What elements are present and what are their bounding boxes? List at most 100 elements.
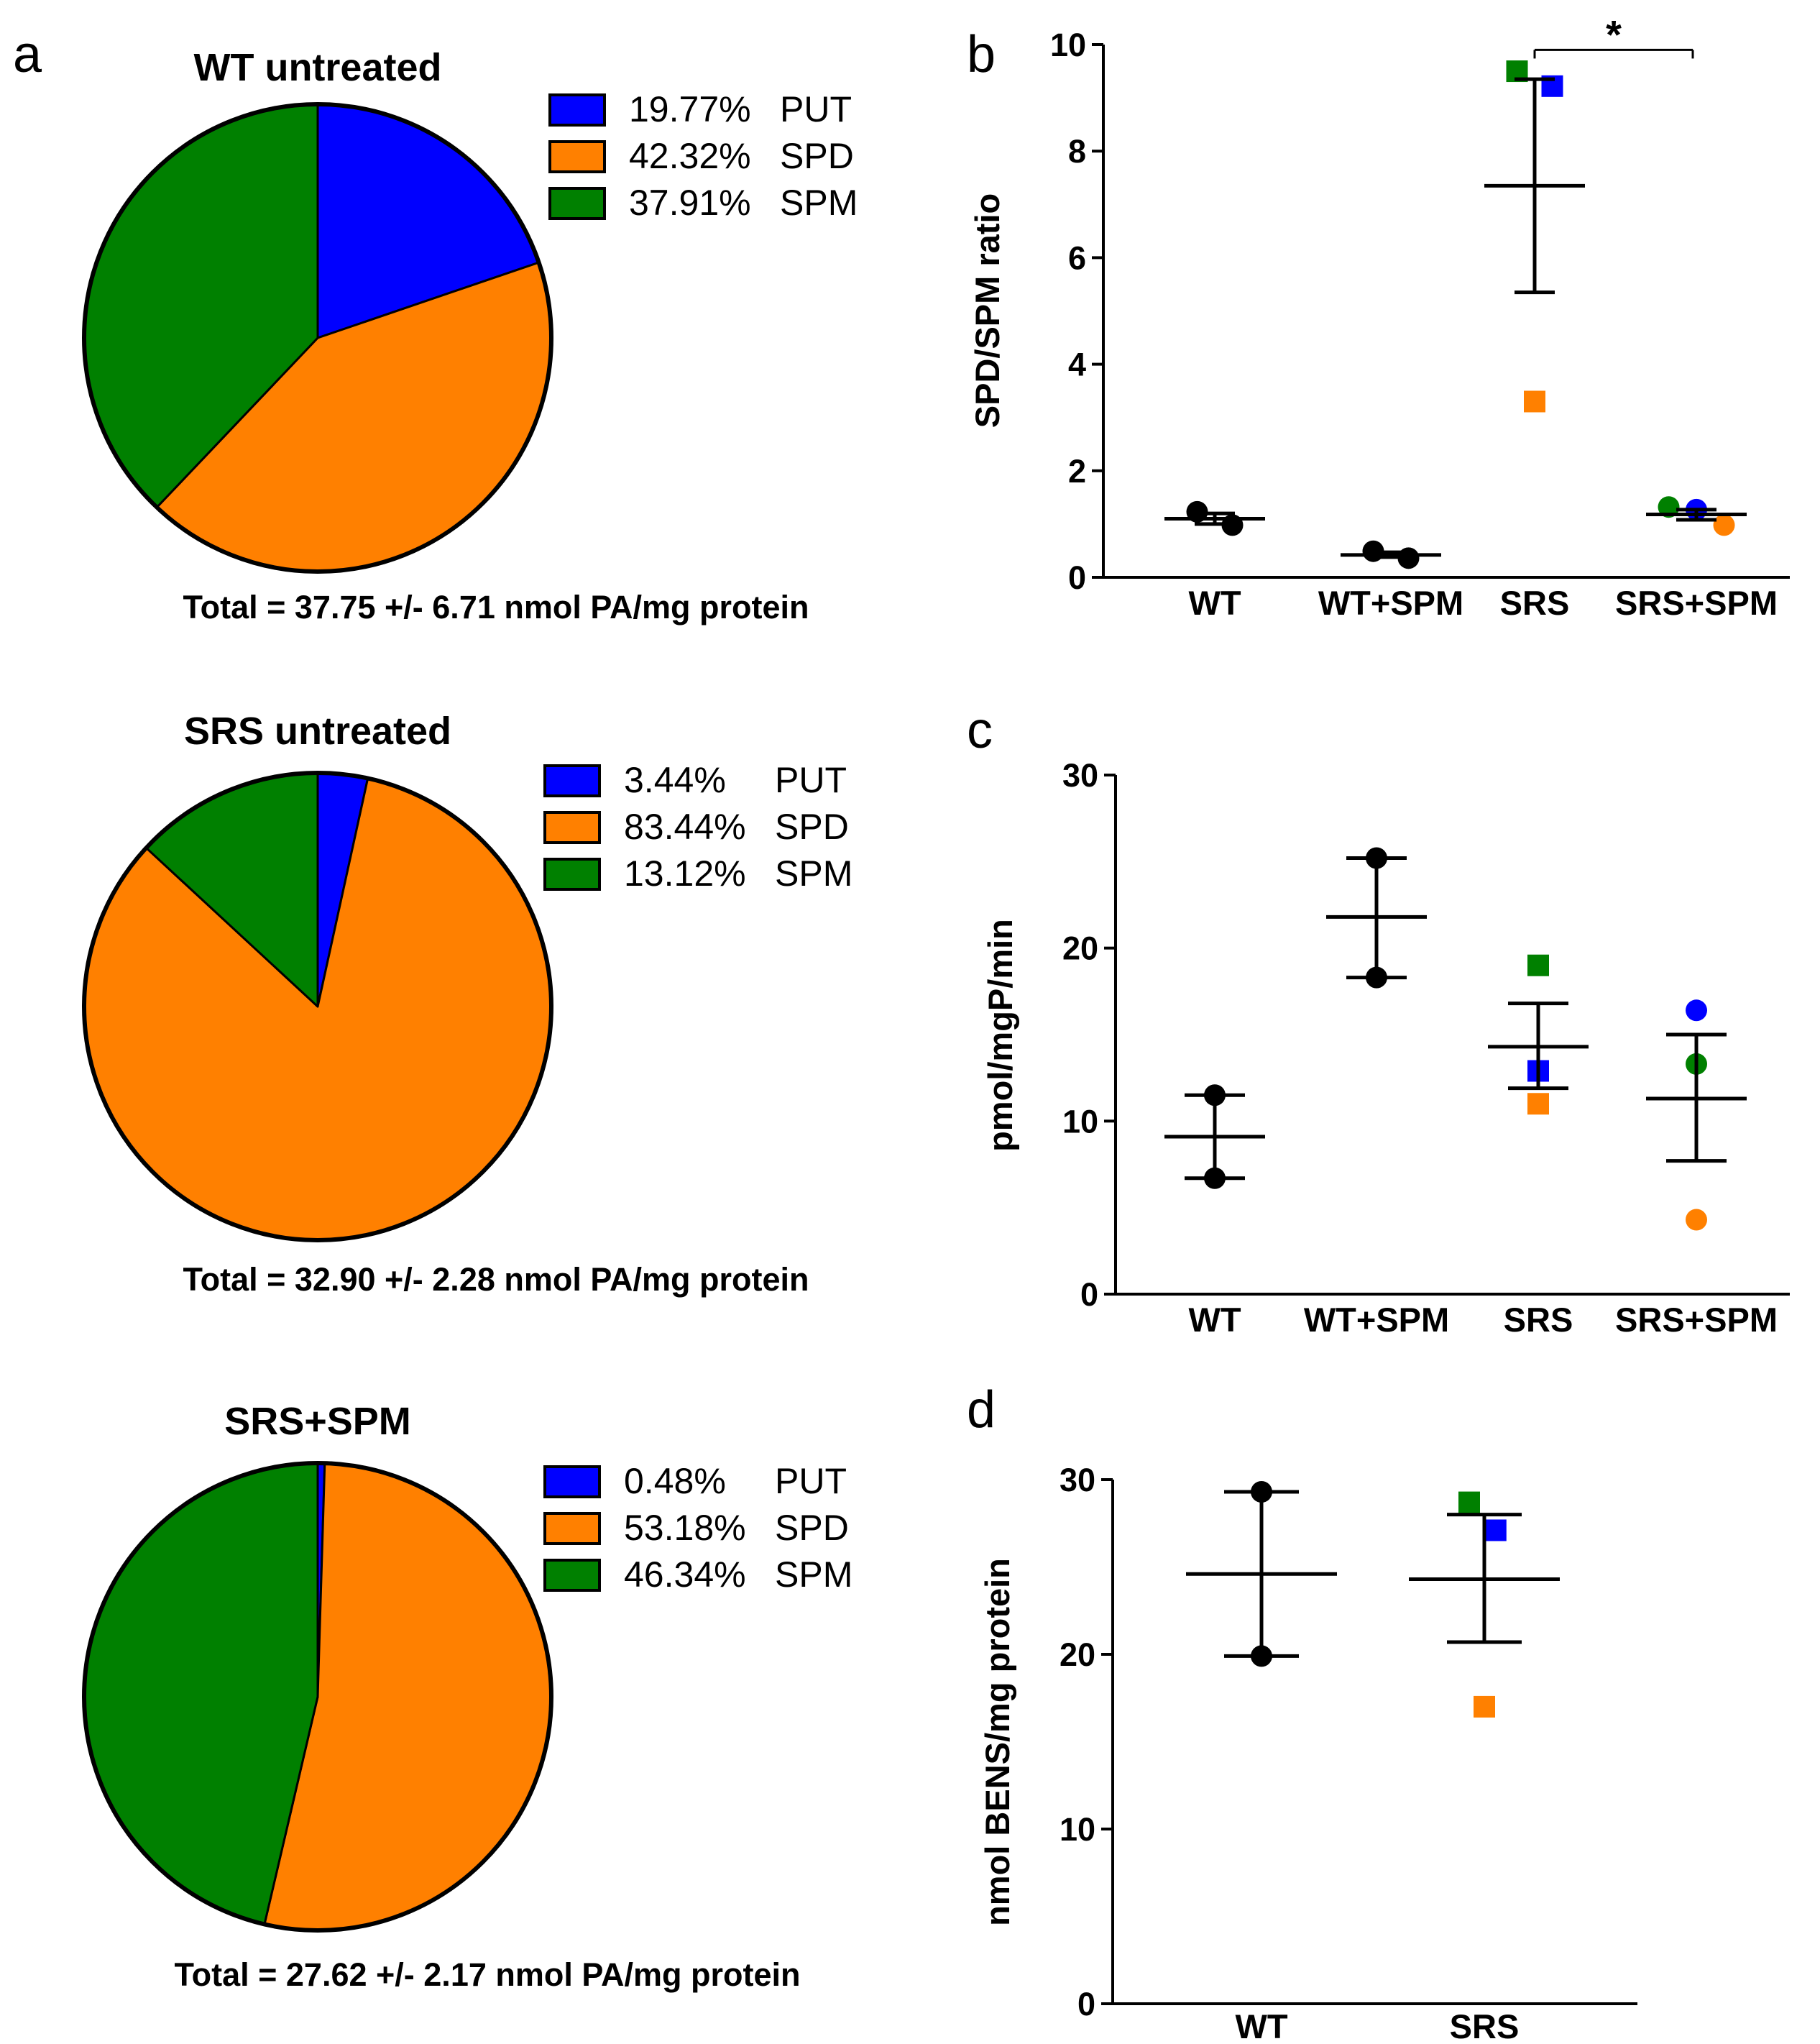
legend-swatch-spd [543, 811, 601, 844]
x-category-label: WT+SPM [1318, 584, 1463, 622]
data-point-circle [1686, 999, 1707, 1022]
y-tick-label: 0 [1077, 1986, 1095, 2022]
y-tick-label: 30 [1060, 1462, 1095, 1498]
y-tick-label: 2 [1068, 453, 1086, 490]
legend-swatch-spm [543, 1559, 601, 1592]
y-axis-label: pmol/mgP/min [981, 919, 1019, 1152]
data-group-3 [1488, 954, 1589, 1115]
pie-chart-1: WT untreated 19.77% PUT 42.32% SPD 37.91% SPM T… [82, 46, 858, 625]
pie-outline [82, 102, 553, 574]
dot-plot-d: 0 10 20 30 nmol BENS/mg protein WT SRS [978, 1462, 1637, 2044]
legend-percent-spd: 53.18% [624, 1508, 746, 1548]
legend-label-spm: SPM [775, 1554, 852, 1595]
y-tick-label: 10 [1050, 27, 1086, 63]
pie-chart-2: SRS untreated 3.44% PUT 83.44% SPD 13.12% SPM T… [82, 710, 852, 1298]
x-category-label: SRS [1450, 2007, 1520, 2044]
panel-letter-b: b [967, 26, 996, 83]
pie-outline [82, 771, 553, 1242]
y-tick-label: 10 [1062, 1103, 1098, 1140]
legend-swatch-put [543, 764, 601, 797]
legend-percent-put: 0.48% [624, 1461, 726, 1501]
data-point-circle [1658, 496, 1680, 518]
pie-legend: 0.48% PUT 53.18% SPD 46.34% SPM [543, 1461, 852, 1595]
legend-label-spm: SPM [780, 183, 858, 223]
pie-charts: WT untreated 19.77% PUT 42.32% SPD 37.91% SPM T… [82, 46, 858, 1993]
significance-asterisk: * [1606, 12, 1622, 57]
significance-bracket: * [1533, 12, 1694, 59]
legend-label-spm: SPM [775, 853, 852, 894]
x-category-label: SRS [1500, 584, 1570, 622]
x-category-label: WT [1188, 584, 1241, 622]
pie-title: SRS untreated [184, 710, 451, 753]
panel-letter-a: a [13, 26, 42, 83]
pie-outline [82, 1461, 553, 1933]
legend-percent-spd: 42.32% [629, 136, 751, 176]
dot-plot-c: 0 10 20 30 pmol/mgP/min WT WT+SPM SRS SRS+SPM [981, 757, 1790, 1339]
legend-swatch-spm [543, 858, 601, 891]
legend-percent-put: 3.44% [624, 760, 726, 800]
pie-chart-3: SRS+SPM 0.48% PUT 53.18% SPD 46.34% SPM Total =… [82, 1400, 852, 1993]
data-group-4 [1646, 999, 1747, 1231]
data-point-circle [1713, 514, 1735, 536]
y-tick-label: 30 [1062, 757, 1098, 794]
data-group-1 [1186, 1481, 1337, 1667]
x-category-label: SRS+SPM [1615, 1301, 1778, 1339]
pie-total-text: Total = 32.90 +/- 2.28 nmol PA/mg protei… [183, 1261, 809, 1298]
legend-percent-spd: 83.44% [624, 807, 746, 847]
y-tick-label: 6 [1068, 239, 1086, 276]
data-group-3 [1484, 60, 1585, 413]
x-category-label: SRS+SPM [1615, 584, 1778, 622]
x-category-label: SRS [1504, 1301, 1573, 1339]
legend-swatch-put [543, 1465, 601, 1498]
x-category-label: WT [1235, 2007, 1287, 2044]
legend-percent-put: 19.77% [629, 89, 751, 129]
y-tick-label: 20 [1062, 930, 1098, 967]
y-tick-label: 8 [1068, 133, 1086, 170]
pie-legend: 3.44% PUT 83.44% SPD 13.12% SPM [543, 760, 852, 894]
legend-percent-spm: 37.91% [629, 183, 751, 223]
legend-swatch-spd [548, 140, 606, 173]
data-point-square [1458, 1491, 1480, 1513]
legend-swatch-put [548, 93, 606, 127]
legend-swatch-spd [543, 1512, 601, 1545]
pie-legend: 19.77% PUT 42.32% SPD 37.91% SPM [548, 89, 858, 223]
y-tick-label: 0 [1068, 559, 1086, 596]
data-point-square [1524, 390, 1545, 413]
data-group-4 [1646, 496, 1747, 536]
pie-total-text: Total = 27.62 +/- 2.17 nmol PA/mg protei… [174, 1956, 800, 1993]
legend-label-put: PUT [775, 1461, 847, 1501]
y-tick-label: 20 [1060, 1636, 1095, 1673]
legend-swatch-spm [548, 187, 606, 220]
pie-title: SRS+SPM [224, 1400, 411, 1443]
legend-label-spd: SPD [775, 807, 849, 847]
y-tick-label: 0 [1080, 1276, 1098, 1313]
legend-percent-spm: 13.12% [624, 853, 746, 894]
data-point-square [1484, 1519, 1507, 1541]
dot-plot-b: 0 2 4 6 8 10 SPD/SPM ratio WT WT+SPM SRS SRS+SPM * [968, 12, 1790, 622]
x-category-label: WT+SPM [1304, 1301, 1449, 1339]
data-point-square [1474, 1695, 1495, 1718]
y-axis-label: nmol BENS/mg protein [978, 1558, 1016, 1926]
data-group-2 [1326, 847, 1427, 989]
legend-percent-spm: 46.34% [624, 1554, 746, 1595]
data-group-1 [1164, 1084, 1265, 1189]
data-group-1 [1164, 500, 1265, 536]
data-point-square [1527, 954, 1549, 976]
data-point-square [1527, 1093, 1549, 1115]
legend-label-put: PUT [775, 760, 847, 800]
data-group-2 [1409, 1491, 1560, 1718]
panel-letter-d: d [967, 1381, 996, 1439]
legend-label-put: PUT [780, 89, 852, 129]
data-group-2 [1341, 540, 1441, 569]
y-tick-label: 4 [1068, 347, 1086, 383]
y-axis-label: SPD/SPM ratio [968, 193, 1006, 428]
pie-total-text: Total = 37.75 +/- 6.71 nmol PA/mg protei… [183, 589, 809, 625]
data-point-circle [1686, 1209, 1707, 1231]
legend-label-spd: SPD [775, 1508, 849, 1548]
y-tick-label: 10 [1060, 1811, 1095, 1848]
x-category-label: WT [1188, 1301, 1241, 1339]
panel-letter-c: c [967, 702, 993, 759]
pie-title: WT untreated [194, 46, 442, 89]
